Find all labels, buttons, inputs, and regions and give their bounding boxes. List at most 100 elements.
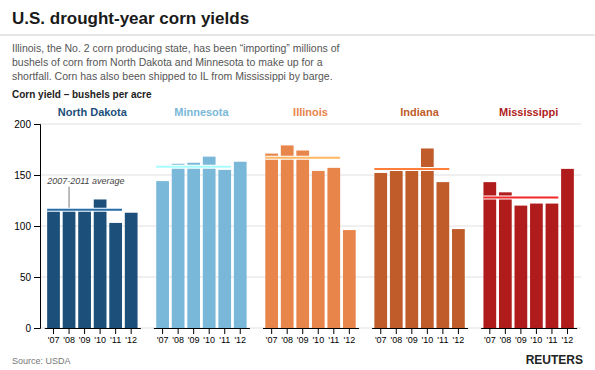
average-line-halo [265, 156, 340, 160]
bar [546, 204, 559, 328]
tick-label: '09 [515, 335, 527, 345]
bar-group [156, 157, 246, 328]
tick: 50 [20, 272, 40, 283]
tick-mark [34, 175, 40, 176]
tick: '09 [79, 328, 91, 345]
tick-mark [349, 328, 350, 334]
tick: '07 [375, 328, 387, 345]
average-line-halo [47, 208, 122, 212]
bar-group [483, 169, 573, 328]
tick-mark [131, 328, 132, 334]
tick-mark [380, 328, 381, 334]
tick-label: 0 [25, 323, 31, 334]
tick-label: '07 [484, 335, 496, 345]
tick: 200 [14, 119, 40, 130]
axis-line [154, 328, 250, 329]
tick: '11 [219, 328, 230, 345]
tick-label: 200 [14, 119, 31, 130]
x-axis: '07'08'09'10'11'12 [45, 328, 141, 345]
y-axis: 050100150200 [14, 119, 40, 334]
tick-label: '10 [421, 335, 433, 345]
tick-label: '08 [281, 335, 293, 345]
tick-label: '08 [390, 335, 402, 345]
tick-label: '07 [48, 335, 60, 345]
tick: '08 [281, 328, 293, 345]
average-line [374, 168, 449, 170]
tick-label: '11 [546, 335, 557, 345]
tick-mark [442, 328, 443, 334]
x-axis: '07'08'09'10'11'12 [154, 328, 250, 345]
bar [234, 162, 247, 328]
tick-mark [69, 328, 70, 334]
tick-label: '10 [531, 335, 543, 345]
tick-label: 50 [20, 272, 32, 283]
tick: '12 [125, 328, 137, 345]
tick-mark [318, 328, 319, 334]
tick-mark [458, 328, 459, 334]
bar [437, 182, 450, 328]
tick-mark [551, 328, 552, 334]
subtitle: Illinois, the No. 2 corn producing state… [12, 42, 339, 54]
tick-mark [287, 328, 288, 334]
tick-label: '09 [297, 335, 309, 345]
tick: 150 [14, 170, 40, 181]
tick: '12 [234, 328, 246, 345]
tick-mark [34, 277, 40, 278]
average-line [483, 196, 558, 198]
tick-mark [209, 328, 210, 334]
bar [312, 171, 325, 328]
tick-label: '07 [375, 335, 387, 345]
tick: '07 [266, 328, 278, 345]
tick: '11 [437, 328, 448, 345]
bar [156, 181, 169, 328]
subtitle: bushels of corn from North Dakota and Mi… [12, 56, 323, 68]
group-label: Indiana [400, 106, 439, 118]
tick-label: '12 [343, 335, 355, 345]
tick-mark [333, 328, 334, 334]
axis-title: Corn yield – bushels per acre [12, 89, 152, 100]
tick: '07 [48, 328, 60, 345]
tick-label: '10 [312, 335, 324, 345]
tick-label: '08 [499, 335, 511, 345]
average-line-halo [483, 195, 558, 199]
tick-label: '10 [203, 335, 215, 345]
bar-group [47, 199, 137, 328]
axis-line [481, 328, 577, 329]
tick: '10 [531, 328, 543, 345]
bar [281, 145, 294, 328]
tick-mark [84, 328, 85, 334]
bar [47, 211, 60, 328]
average-line [156, 166, 231, 168]
tick: '09 [297, 328, 309, 345]
tick: '08 [390, 328, 402, 345]
tick-label: '12 [234, 335, 246, 345]
tick-label: '09 [79, 335, 91, 345]
bar [296, 151, 309, 328]
bar [218, 170, 231, 328]
tick: '11 [110, 328, 121, 345]
tick-label: '09 [188, 335, 200, 345]
source: Source: USDA [12, 356, 71, 366]
axis-line [263, 328, 359, 329]
tick-mark [240, 328, 241, 334]
tick-label: '10 [94, 335, 106, 345]
annotation-leader [69, 187, 70, 208]
tick: '07 [157, 328, 169, 345]
tick-label: '11 [219, 335, 230, 345]
tick: '10 [94, 328, 106, 345]
tick-mark [34, 124, 40, 125]
axis-line [372, 328, 468, 329]
x-axis: '07'08'09'10'11'12 [372, 328, 468, 345]
bar [421, 148, 434, 328]
tick-label: '11 [328, 335, 339, 345]
tick: '12 [562, 328, 574, 345]
average-line-halo [156, 165, 231, 169]
bar [63, 209, 76, 328]
group-label: Illinois [293, 106, 328, 118]
bar [94, 199, 107, 328]
tick-mark [34, 226, 40, 227]
tick-mark [505, 328, 506, 334]
title: U.S. drought-year corn yields [12, 9, 249, 28]
tick: '12 [343, 328, 355, 345]
tick-label: 150 [14, 170, 31, 181]
